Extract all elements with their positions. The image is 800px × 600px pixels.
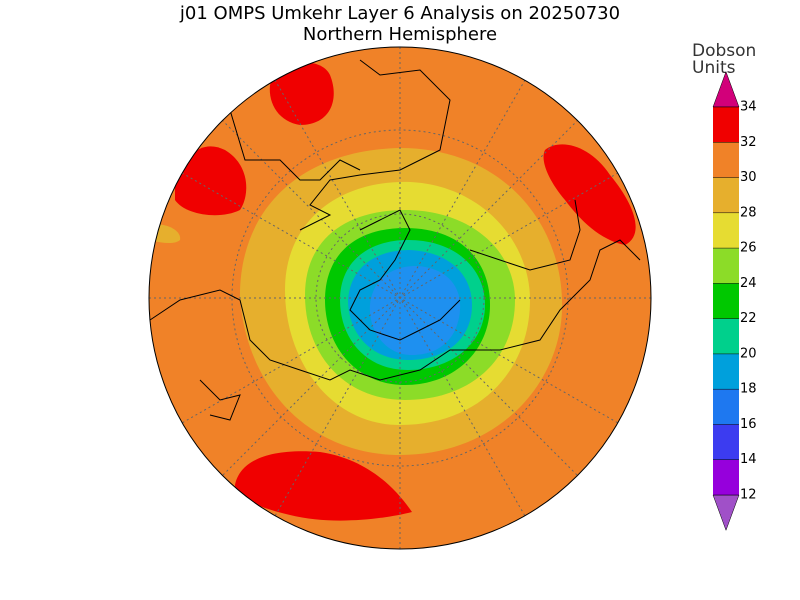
colorbar-label: Dobson: [692, 41, 756, 61]
colorbar-tick-label: 14: [740, 452, 757, 467]
contour-high: [269, 62, 334, 125]
colorbar-tick-label: 20: [740, 346, 757, 361]
colorbar-bin: [713, 212, 739, 249]
graticule: [149, 47, 651, 549]
colorbar-label: Units: [692, 58, 736, 78]
colorbar: 12 14 16 18 20 22 24 26 28 30 32 34: [712, 71, 757, 531]
colorbar-bin: [713, 283, 739, 319]
colorbar-tick-label: 24: [740, 276, 757, 291]
colorbar-bin: [713, 353, 739, 390]
title: j01 OMPS Umkehr Layer 6 Analysis on 2025…: [179, 3, 620, 24]
colorbar-tick-label: 18: [740, 382, 757, 397]
colorbar-under: [712, 494, 740, 531]
colorbar-tick-label: 34: [740, 100, 757, 115]
ozone-map: [149, 47, 651, 549]
colorbar-tick-label: 26: [740, 241, 757, 256]
colorbar-bin: [713, 389, 739, 425]
contour: [369, 265, 461, 355]
colorbar-tick-label: 12: [740, 488, 757, 503]
colorbar-bin: [713, 177, 739, 213]
colorbar-bin: [713, 318, 739, 354]
subtitle: Northern Hemisphere: [303, 24, 497, 45]
contour-high: [175, 146, 247, 216]
colorbar-tick-label: 30: [740, 170, 757, 185]
map-border: [148, 46, 652, 550]
colorbar-bin: [713, 107, 739, 143]
colorbar-tick-label: 32: [740, 135, 757, 150]
colorbar-tick-label: 16: [740, 417, 757, 432]
contour-high: [543, 144, 636, 245]
colorbar-bin: [713, 142, 739, 178]
colorbar-tick-label: 22: [740, 311, 757, 326]
colorbar-tick-label: 28: [740, 205, 757, 220]
colorbar-bin: [713, 248, 739, 284]
coastlines: [149, 59, 641, 421]
colorbar-bin: [713, 459, 739, 495]
contour-high: [235, 451, 412, 521]
colorbar-bin: [713, 424, 739, 460]
